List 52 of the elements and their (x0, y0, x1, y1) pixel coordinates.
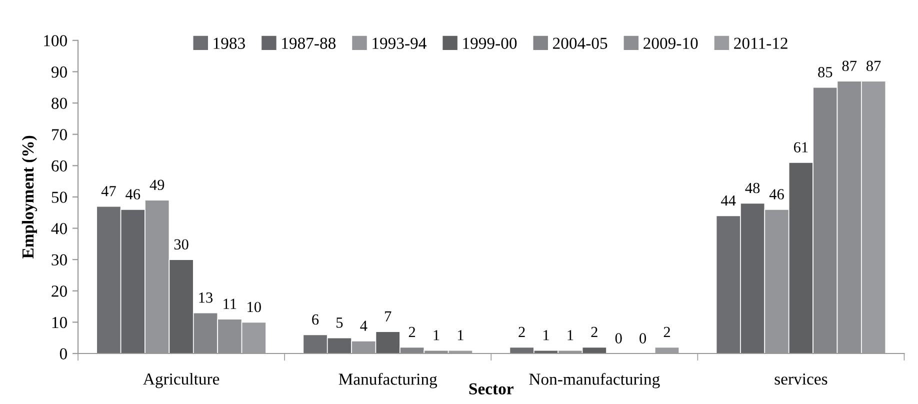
y-tick-label: 70 (52, 129, 67, 140)
data-label: 1 (568, 330, 574, 340)
data-label: 46 (126, 189, 140, 200)
data-label: 44 (721, 195, 736, 206)
data-label: 2 (664, 326, 670, 338)
legend-label: 2011-12 (734, 38, 788, 49)
data-label: 1 (434, 330, 440, 340)
y-tick-label: 100 (44, 35, 67, 46)
legend-label: 1987-88 (282, 38, 336, 49)
legend-label: 2009-10 (644, 38, 698, 49)
data-label: 4 (360, 320, 368, 331)
data-label: 46 (769, 189, 784, 200)
data-label: 47 (101, 186, 116, 196)
data-label: 0 (640, 333, 646, 344)
legend-label: 2004-05 (553, 38, 608, 49)
x-tick-label: Non-manufacturing (529, 372, 660, 388)
y-tick-label: 0 (60, 348, 67, 360)
x-tick-label: Manufacturing (338, 372, 438, 388)
data-label: 2 (408, 326, 416, 338)
x-tick-label: Agriculture (143, 372, 220, 388)
data-label: 49 (150, 180, 164, 190)
data-label: 10 (248, 302, 261, 312)
data-label: 6 (312, 314, 319, 325)
legend-label: 1983 (214, 38, 245, 49)
data-label: 2 (518, 326, 525, 338)
legend-label: 1993-94 (372, 38, 426, 49)
data-label: 1 (458, 330, 464, 340)
y-tick-label: 30 (52, 254, 67, 266)
data-label: 85 (818, 67, 832, 78)
y-tick-label: 20 (52, 286, 67, 297)
data-label: 13 (199, 292, 213, 303)
data-label: 2 (591, 326, 598, 338)
y-tick-label: 10 (52, 316, 67, 328)
x-tick-label: services (774, 373, 828, 385)
data-label: 5 (336, 318, 343, 328)
y-tick-label: 90 (51, 66, 67, 78)
data-label: 11 (224, 298, 236, 309)
y-tick-label: 60 (52, 160, 67, 172)
data-label: 87 (842, 60, 857, 72)
data-label: 0 (615, 333, 622, 344)
data-label: 61 (794, 142, 808, 152)
y-axis-title: Employment (%) (22, 136, 38, 258)
data-label: 87 (866, 60, 881, 72)
legend-label: 1999-00 (463, 38, 517, 49)
y-tick-label: 40 (51, 222, 67, 234)
y-tick-label: 50 (52, 192, 67, 203)
data-label: 1 (544, 330, 549, 340)
data-label: 7 (385, 311, 392, 322)
y-tick-label: 80 (52, 98, 67, 109)
x-axis-title: Sector (469, 383, 514, 394)
data-label: 48 (745, 182, 760, 194)
data-label: 30 (174, 239, 188, 250)
